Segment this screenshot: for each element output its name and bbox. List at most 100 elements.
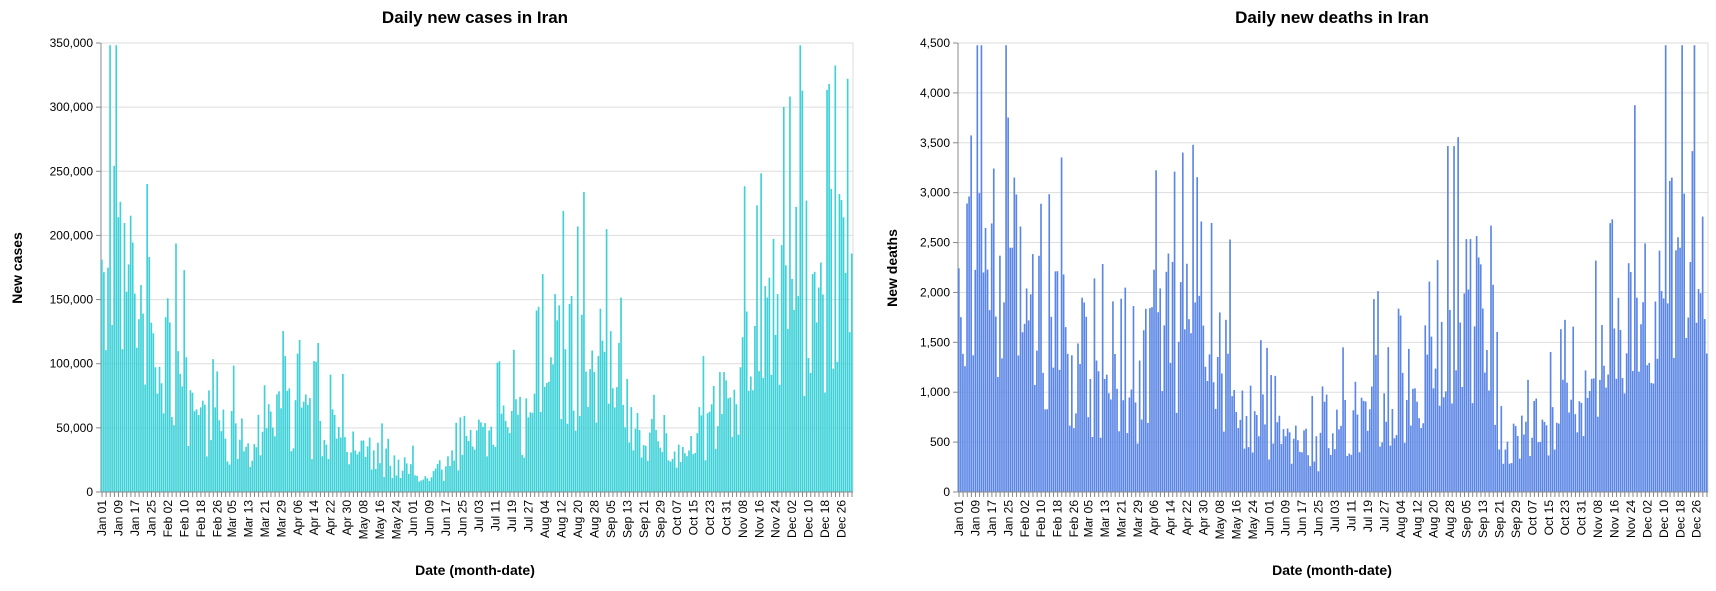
cases-bar [605,229,608,492]
deaths-bar [1681,45,1683,492]
cases-bar [731,436,734,492]
deaths-bar [1124,287,1127,492]
deaths-bar [1434,368,1437,492]
deaths-bar [1208,354,1211,492]
cases-bar [440,469,443,492]
cases-bar [117,217,120,492]
deaths-bar [1356,414,1359,492]
cases-bar [179,373,181,492]
cases-bar [504,420,507,492]
cases-bar [562,210,565,492]
cases-x-tick-label: May 08 [357,500,371,540]
deaths-bar [1101,263,1104,492]
deaths-bar [1553,449,1556,492]
cases-bar [327,459,330,492]
cases-bar [556,320,558,492]
deaths-bar [1280,444,1283,492]
cases-bar [758,371,760,492]
deaths-bar [1071,355,1073,492]
deaths-y-tick-label: 0 [943,485,950,499]
deaths-bar [1056,271,1059,492]
cases-bar [282,330,284,492]
deaths-bar [1463,293,1466,492]
cases-bar [101,259,103,492]
deaths-bar [1391,409,1394,492]
cases-bar [675,467,678,492]
deaths-bar [1025,288,1028,492]
deaths-x-tick-label: Feb 18 [1051,500,1065,538]
deaths-bar [1062,274,1065,492]
cases-bar [659,447,661,492]
deaths-bar [1393,438,1396,492]
cases-bar [315,361,317,492]
cases-bar [171,417,173,492]
deaths-bar [1449,309,1451,492]
deaths-bar [1377,291,1379,492]
deaths-bar [1484,372,1486,492]
deaths-bar [1545,425,1548,492]
cases-bar [622,404,624,492]
deaths-bar [1358,452,1361,492]
cases-bar [508,433,511,492]
cases-bar [603,351,606,492]
cases-bar [166,298,169,492]
cases-bar [329,374,332,492]
cases-bar [335,438,338,492]
cases-bar [449,465,451,492]
deaths-bar [1036,350,1038,492]
deaths-bar [1572,326,1575,492]
cases-x-ticks [101,492,853,497]
deaths-bar [1529,455,1531,492]
cases-bar [570,295,573,492]
cases-bar [239,439,241,492]
cases-bar [634,428,637,492]
deaths-bar [1360,397,1363,492]
deaths-bar [1212,382,1215,492]
cases-bar [572,410,575,492]
deaths-bar [1188,319,1190,492]
deaths-bar [1346,456,1349,492]
deaths-bar [1085,316,1088,492]
deaths-bar [1414,388,1416,492]
deaths-x-tick-label: Apr 30 [1197,500,1211,536]
cases-bar [119,201,122,492]
deaths-bar [1683,193,1685,492]
deaths-bar [1042,372,1044,492]
cases-bar [302,401,305,492]
deaths-bar [1564,319,1566,492]
deaths-bar [1299,451,1301,492]
deaths-y-tick-label: 500 [930,435,950,449]
cases-bar [710,404,713,492]
cases-bar [628,442,631,492]
cases-bar [333,414,336,492]
deaths-bar [1701,216,1704,492]
deaths-bar [1153,269,1155,492]
cases-bar [154,367,157,492]
cases-bar [304,394,307,492]
cases-bar [177,351,179,492]
deaths-bar [1027,320,1030,492]
deaths-bar [1021,332,1024,492]
deaths-bar [1274,375,1277,492]
cases-bar [319,420,322,492]
cases-bar [486,456,488,492]
cases-bar [712,385,715,492]
cases-x-tick-label: Mar 05 [225,500,239,538]
deaths-bar [1578,401,1581,492]
deaths-bar [1668,180,1671,492]
cases-bar [245,446,247,492]
deaths-bar [1531,437,1533,492]
cases-bar [640,457,643,492]
deaths-bar [1510,463,1513,492]
cases-bar [745,311,748,492]
cases-bar [729,397,732,492]
deaths-bar [1112,301,1114,492]
cases-bar [339,437,342,492]
cases-x-tick-label: Nov 08 [736,500,750,538]
cases-x-tick-label: Sep 21 [637,500,651,538]
cases-bar [201,400,204,492]
deaths-bar [1325,394,1328,492]
deaths-bar [1288,432,1291,492]
deaths-bar [1270,375,1272,492]
